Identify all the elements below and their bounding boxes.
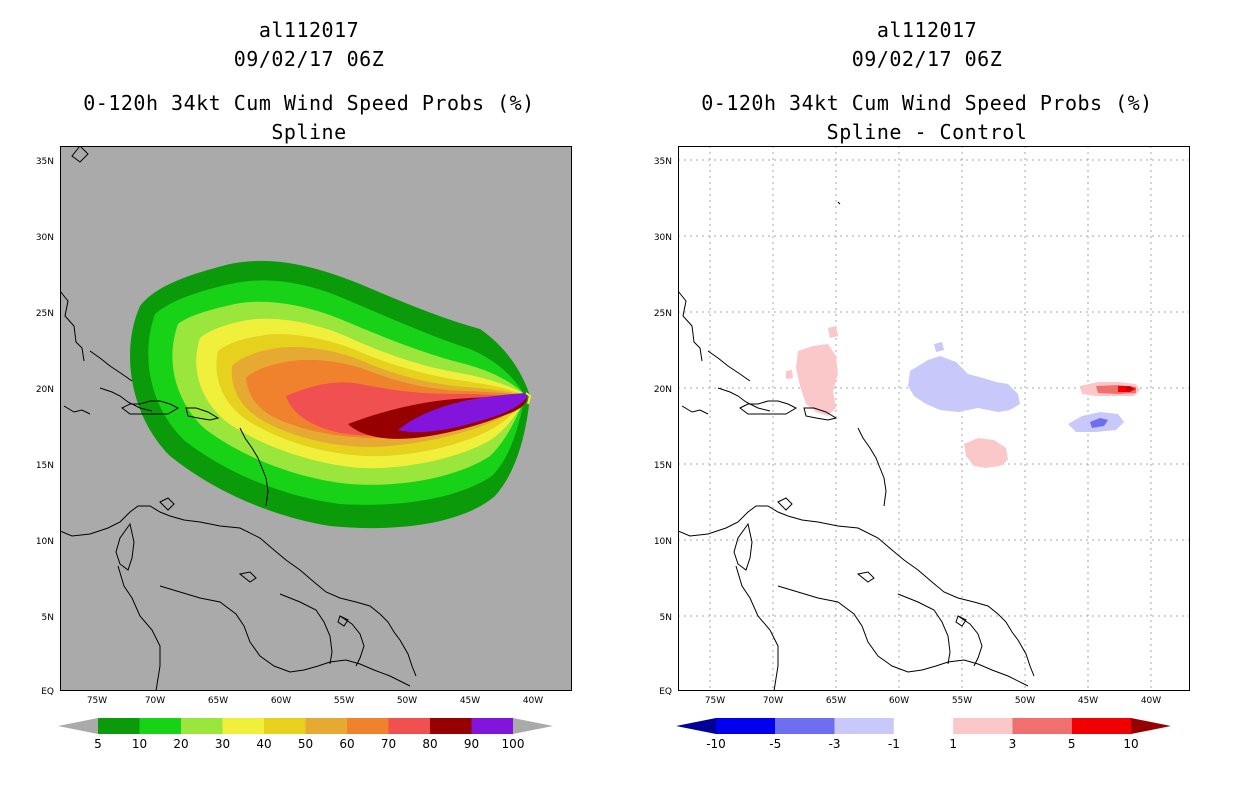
lat-label: 10N [654, 537, 672, 547]
datetime: 09/02/17 06Z [851, 47, 1003, 71]
colorbar-label: -10 [706, 737, 726, 751]
diff-negative-east-core [1090, 418, 1108, 428]
colorbar-swatch [181, 718, 223, 734]
lon-label: 55W [334, 696, 354, 706]
lon-label: 40W [523, 696, 543, 706]
colorbar-label: 70 [380, 737, 397, 751]
gridlines [678, 146, 1190, 691]
lat-label: EQ [41, 687, 54, 697]
lon-label: 70W [763, 696, 783, 706]
colorbar-label: 50 [297, 737, 314, 751]
colorbar-label: 100 [501, 737, 525, 751]
colorbar-label: 90 [463, 737, 480, 751]
colorbar-swatch [305, 718, 347, 734]
colorbar-swatch [471, 718, 513, 734]
lat-label: 25N [36, 309, 54, 319]
lon-label: 50W [397, 696, 417, 706]
lat-label: 35N [654, 157, 672, 167]
lat-label: 35N [36, 157, 54, 167]
colorbar-swatch [775, 718, 835, 734]
lon-label: 45W [460, 696, 480, 706]
colorbar [676, 718, 1171, 734]
colorbar-under-triangle [676, 718, 716, 734]
lon-label: 55W [952, 696, 972, 706]
colorbar-label: 40 [256, 737, 272, 751]
lon-label: 65W [826, 696, 846, 706]
diff-negative-central [908, 356, 1020, 412]
subtitle: Spline [271, 120, 347, 144]
colorbar-over-triangle [513, 718, 553, 734]
subtitle: Spline - Control [826, 120, 1028, 144]
colorbar-under-triangle [58, 718, 98, 734]
colorbar-label: -5 [769, 737, 782, 751]
colorbar [58, 718, 553, 734]
diff-positive-west [796, 344, 838, 416]
diff-positive-west-dot [786, 370, 793, 379]
colorbar-label: 5 [1067, 737, 1076, 751]
coastlines [60, 146, 417, 691]
lon-label: 50W [1015, 696, 1035, 706]
colorbar-swatch [347, 718, 389, 734]
colorbar-swatch [834, 718, 894, 734]
lat-label: 15N [36, 461, 54, 471]
lat-label: 20N [36, 385, 54, 395]
contour-90 [398, 393, 528, 433]
lat-label: EQ [659, 687, 672, 697]
storm-id: al112017 [258, 18, 360, 42]
lat-label: 15N [654, 461, 672, 471]
colorbar-swatch [264, 718, 306, 734]
colorbar-swatch [1012, 718, 1072, 734]
colorbar-label: 1 [949, 737, 957, 751]
lat-label: 5N [42, 613, 54, 623]
colorbar-swatch [222, 718, 264, 734]
lon-label: 60W [271, 696, 291, 706]
lat-label: 30N [36, 233, 54, 243]
lon-label: 70W [145, 696, 165, 706]
colorbar-swatch [430, 718, 472, 734]
colorbar-swatch [953, 718, 1013, 734]
colorbar-swatch [893, 718, 954, 734]
colorbar-swatch [139, 718, 181, 734]
product-title: 0-120h 34kt Cum Wind Speed Probs (%) [83, 91, 535, 115]
colorbar-label: 80 [422, 737, 438, 751]
colorbar-over-triangle [1131, 718, 1171, 734]
lon-label: 60W [889, 696, 909, 706]
right-panel: al112017 09/02/17 06Z 0-120h 34kt Cum Wi… [618, 0, 1236, 800]
colorbar-label: 20 [173, 737, 189, 751]
coastlines [678, 201, 1035, 691]
difference-map [678, 146, 1190, 691]
lat-label: 30N [654, 233, 672, 243]
lon-label: 65W [208, 696, 228, 706]
colorbar-swatch [716, 718, 776, 734]
colorbar-label: 10 [131, 737, 148, 751]
contour-100-outline [525, 392, 532, 405]
colorbar-label: 30 [214, 737, 231, 751]
colorbar-label: -3 [828, 737, 841, 751]
colorbar-label: 60 [339, 737, 355, 751]
diff-negative-central-small [934, 342, 944, 352]
colorbar-label: 10 [1123, 737, 1139, 751]
left-panel: al112017 09/02/17 06Z 0-120h 34kt Cum Wi… [36, 18, 572, 751]
diff-positive-south [964, 438, 1008, 468]
colorbar-swatch [388, 718, 430, 734]
diff-positive-east-max [1126, 387, 1132, 391]
colorbar-label: 5 [94, 737, 102, 751]
lon-label: 75W [87, 696, 107, 706]
lat-label: 5N [660, 613, 672, 623]
storm-id: al112017 [876, 18, 978, 42]
colorbar-swatch [98, 718, 140, 734]
lat-label: 10N [36, 537, 54, 547]
colorbar-swatch [1071, 718, 1131, 734]
lat-label: 25N [654, 309, 672, 319]
product-title: 0-120h 34kt Cum Wind Speed Probs (%) [701, 91, 1153, 115]
datetime: 09/02/17 06Z [233, 47, 385, 71]
colorbar-label: -1 [887, 737, 900, 751]
lat-label: 20N [654, 385, 672, 395]
colorbar-label: 3 [1008, 737, 1017, 751]
probability-map [60, 146, 572, 691]
lon-label: 40W [1141, 696, 1161, 706]
diff-positive-west-small [828, 326, 838, 338]
lon-label: 45W [1078, 696, 1098, 706]
lon-label: 75W [705, 696, 725, 706]
